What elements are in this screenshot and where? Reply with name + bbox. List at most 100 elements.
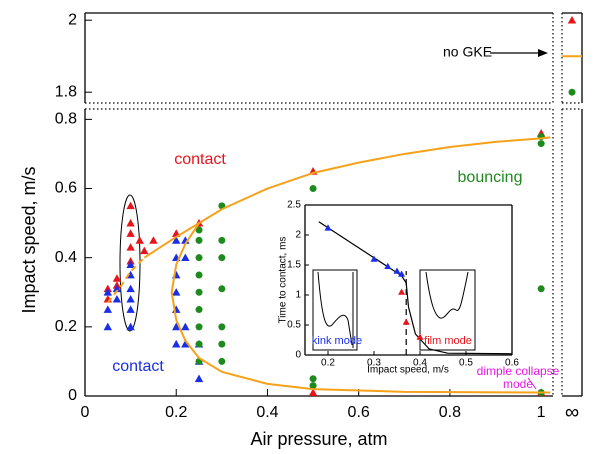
point	[537, 285, 545, 293]
x-tick-label: 0.2	[165, 404, 187, 421]
curve	[107, 256, 146, 304]
point	[126, 322, 135, 331]
point	[181, 253, 190, 262]
annotation: kink mode	[312, 335, 362, 347]
annotation: film mode	[424, 335, 472, 347]
point	[181, 339, 190, 348]
x-tick-label: 0.4	[256, 404, 278, 421]
x-tick-label: 0.5	[459, 358, 473, 369]
point	[126, 218, 135, 227]
point	[126, 284, 135, 293]
point	[126, 201, 135, 210]
point	[308, 388, 318, 396]
arrow	[527, 377, 537, 390]
point	[149, 236, 158, 244]
x-tick-label: ∞	[565, 401, 579, 423]
point	[172, 236, 181, 244]
point	[309, 185, 317, 193]
x-tick-label: 0.6	[348, 404, 370, 421]
curve	[143, 136, 551, 259]
point	[309, 382, 317, 390]
curve	[318, 221, 513, 355]
x-tick-label: 0.3	[367, 358, 381, 369]
y-tick-label: 0	[68, 387, 77, 404]
curve	[170, 222, 551, 394]
x-axis-label: Impact speed, m/s	[367, 365, 449, 376]
y-tick-label: 1.8	[55, 83, 77, 100]
annotation: no GKE	[443, 44, 492, 60]
point	[195, 340, 203, 348]
x-tick-label: 0	[81, 404, 90, 421]
y-tick-label: 0	[295, 350, 301, 361]
point	[103, 305, 113, 313]
point	[181, 322, 190, 331]
point	[140, 246, 149, 255]
annotation: contact	[112, 358, 164, 375]
y-tick-label: 1.5	[287, 260, 301, 271]
point	[112, 274, 122, 282]
point	[126, 305, 135, 313]
sub-panel	[312, 269, 358, 351]
arrow-head	[538, 49, 548, 57]
point	[112, 294, 122, 303]
point	[218, 340, 226, 348]
y-tick-label: 1	[295, 290, 301, 301]
inset-panels	[312, 269, 476, 351]
point	[126, 229, 135, 237]
point	[416, 333, 424, 340]
point	[172, 322, 181, 331]
y-tick-label: 2	[295, 230, 301, 241]
point	[568, 88, 576, 96]
point	[172, 339, 181, 348]
sub-curve	[425, 271, 469, 319]
point	[126, 294, 135, 303]
point	[195, 254, 203, 262]
y-axis-label: Time to contact, ms	[278, 237, 289, 324]
point	[195, 226, 203, 234]
x-tick-label: 0.6	[505, 358, 519, 369]
y-axis-label: Impact speed, m/s	[19, 166, 39, 313]
point	[370, 255, 378, 262]
point	[103, 288, 113, 296]
point	[194, 374, 204, 383]
y-tick-label: 2.5	[287, 200, 301, 211]
point	[309, 375, 317, 383]
point	[398, 288, 406, 295]
annotation: dimple collapse	[477, 364, 560, 378]
y-tick-label: 0.5	[287, 320, 301, 331]
y-tick-label: 0.2	[55, 318, 77, 335]
x-tick-label: 0.8	[439, 404, 461, 421]
point	[126, 243, 135, 251]
point	[195, 236, 203, 244]
point	[567, 16, 577, 24]
y-tick-label: 0.4	[55, 249, 77, 266]
point	[103, 322, 113, 331]
y-tick-label: 0.6	[55, 180, 77, 197]
point	[195, 323, 203, 331]
point	[172, 288, 181, 296]
x-tick-label: 0.4	[413, 358, 427, 369]
y-tick-label: 2	[68, 11, 77, 28]
y-tick-label: 0.8	[55, 111, 77, 128]
point	[195, 271, 203, 279]
point	[218, 236, 226, 244]
annotation: bouncing	[458, 169, 523, 186]
sub-curve	[317, 271, 354, 348]
point	[195, 288, 203, 296]
point	[324, 224, 332, 231]
point	[384, 262, 392, 269]
point	[126, 260, 135, 268]
x-tick-label: 1	[537, 404, 546, 421]
point	[402, 318, 410, 325]
point	[112, 284, 122, 293]
point	[218, 323, 226, 331]
point	[398, 270, 406, 277]
x-tick-label: 0.2	[321, 358, 335, 369]
point	[218, 357, 226, 365]
annotation: contact	[174, 151, 226, 168]
point	[218, 285, 226, 293]
point	[537, 140, 545, 148]
point	[218, 254, 226, 262]
x-axis-label: Air pressure, atm	[250, 429, 387, 449]
